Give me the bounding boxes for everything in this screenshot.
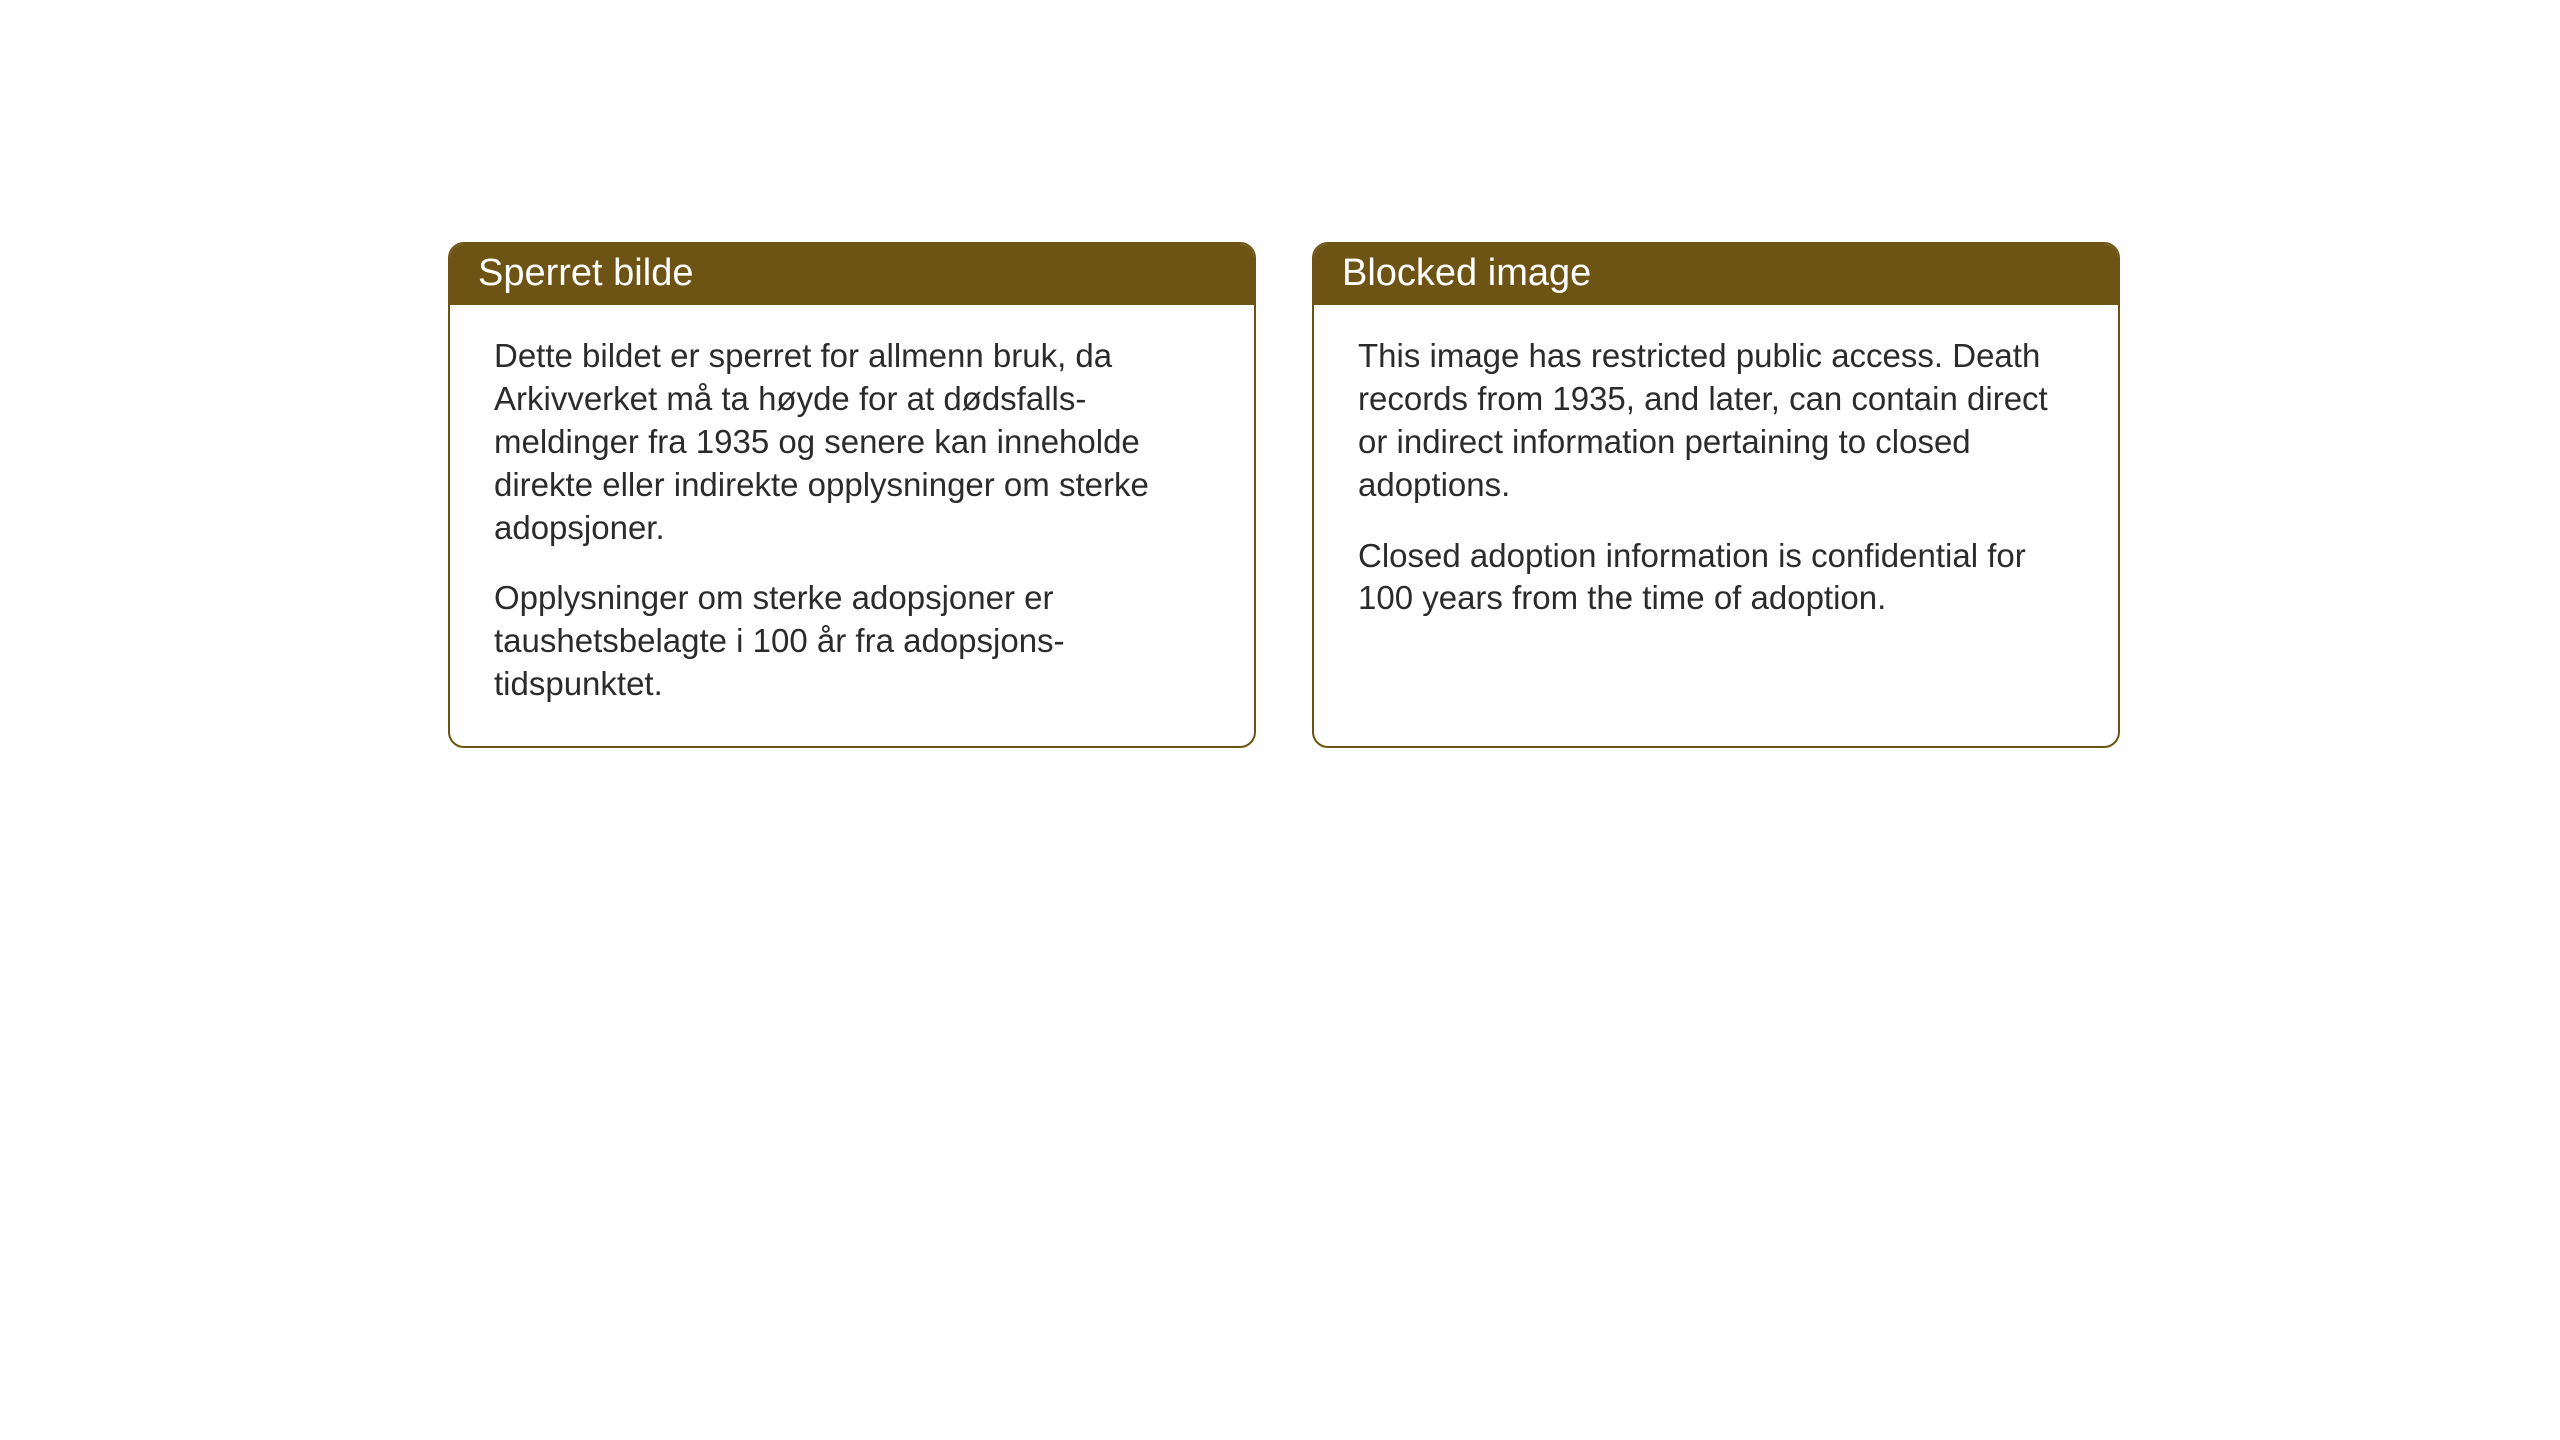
notice-card-norwegian: Sperret bilde Dette bildet er sperret fo… [448,242,1256,748]
card-title-norwegian: Sperret bilde [478,252,693,294]
card-title-english: Blocked image [1342,252,1591,294]
card-paragraph-2-english: Closed adoption information is confident… [1358,535,2074,621]
notice-container: Sperret bilde Dette bildet er sperret fo… [0,0,2560,748]
card-paragraph-2-norwegian: Opplysninger om sterke adopsjoner er tau… [494,577,1210,706]
card-body-norwegian: Dette bildet er sperret for allmenn bruk… [450,305,1254,746]
card-header-english: Blocked image [1314,244,2118,305]
card-paragraph-1-english: This image has restricted public access.… [1358,335,2074,507]
card-paragraph-1-norwegian: Dette bildet er sperret for allmenn bruk… [494,335,1210,549]
card-header-norwegian: Sperret bilde [450,244,1254,305]
card-body-english: This image has restricted public access.… [1314,305,2118,660]
notice-card-english: Blocked image This image has restricted … [1312,242,2120,748]
